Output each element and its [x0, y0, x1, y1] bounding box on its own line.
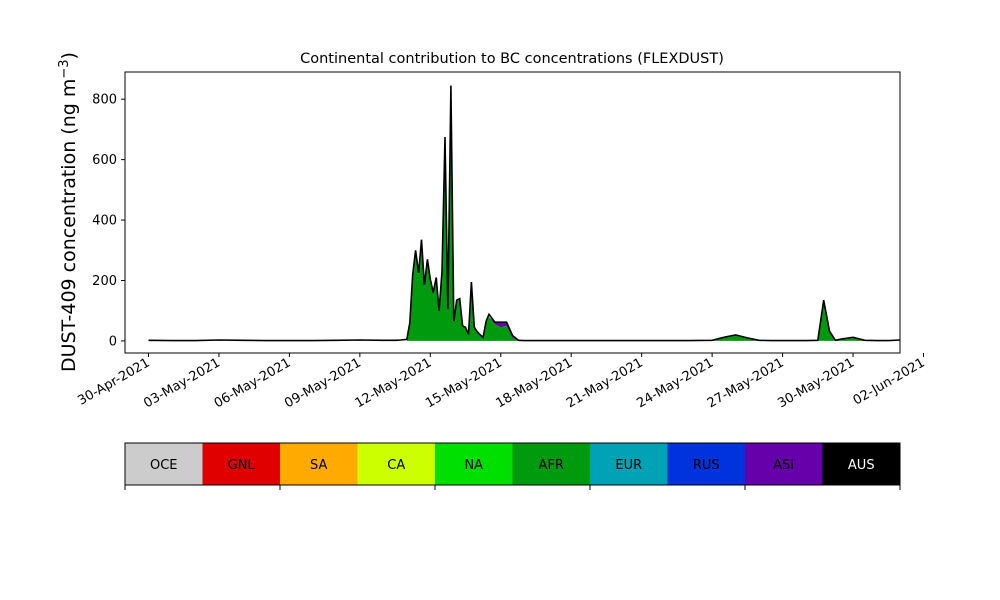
legend-swatch-aus — [822, 443, 900, 485]
series-area-afr — [148, 87, 900, 341]
x-tick-label: 09-May-2021 — [282, 355, 364, 411]
x-tick-label: 06-May-2021 — [212, 355, 294, 411]
y-axis-label-main: DUST-409 concentration (ng m — [58, 79, 80, 372]
x-tick-label: 15-May-2021 — [423, 355, 505, 411]
legend-label-oce: OCE — [150, 458, 178, 473]
legend-swatch-afr — [512, 443, 590, 485]
legend-label-asi: ASI — [773, 458, 794, 473]
x-tick-label: 27-May-2021 — [705, 355, 787, 411]
legend-swatch-oce — [125, 443, 203, 485]
legend-label-na: NA — [464, 458, 483, 473]
colorbar-legend: OCE GNL SA CA NA AFR EUR RUS ASI AUS — [124, 442, 901, 490]
legend-swatch-gnl — [202, 443, 280, 485]
x-tick-label: 18-May-2021 — [494, 355, 576, 411]
y-tick-label: 200 — [92, 274, 117, 289]
total-line — [148, 85, 901, 342]
legend-label-ca: CA — [387, 458, 405, 473]
legend-label-sa: SA — [310, 458, 327, 473]
legend-swatch-sa — [280, 443, 358, 485]
legend-frame — [124, 442, 901, 486]
y-axis-label-superscript: −3 — [57, 59, 72, 78]
x-tick-label: 03-May-2021 — [141, 355, 223, 411]
legend-label-gnl: GNL — [228, 458, 256, 473]
x-tick-label: 30-May-2021 — [775, 355, 857, 411]
y-tick-label: 0 — [109, 334, 117, 349]
legend-label-aus: AUS — [848, 458, 875, 473]
legend-swatch-eur — [590, 443, 668, 485]
y-axis-label-close: ) — [58, 52, 80, 59]
plot-background — [125, 72, 900, 353]
x-tick-label: 02-Jun-2021 — [851, 355, 928, 408]
x-tick-label: 30-Apr-2021 — [75, 355, 152, 408]
plot-frame — [124, 71, 901, 354]
y-tick-label: 400 — [92, 214, 117, 229]
x-tick-label: 12-May-2021 — [353, 355, 435, 411]
legend-swatch-na — [435, 443, 513, 485]
y-tick-label: 600 — [92, 153, 117, 168]
x-tick-label: 24-May-2021 — [634, 355, 716, 411]
x-tick-label: 21-May-2021 — [564, 355, 646, 411]
legend-label-afr: AFR — [539, 458, 564, 473]
y-axis-label: DUST-409 concentration (ng m−3) — [57, 52, 81, 372]
plot-area: 0 200 400 600 800 30-Apr-202103-May-202106-Ma… — [75, 71, 928, 411]
legend-swatch-ca — [357, 443, 435, 485]
chart-title: Continental contribution to BC concentra… — [300, 51, 724, 67]
legend-swatch-rus — [667, 443, 745, 485]
legend-swatch-asi — [745, 443, 823, 485]
y-tick-label: 800 — [92, 93, 117, 108]
legend-label-rus: RUS — [693, 458, 720, 473]
legend-label-eur: EUR — [615, 458, 642, 473]
